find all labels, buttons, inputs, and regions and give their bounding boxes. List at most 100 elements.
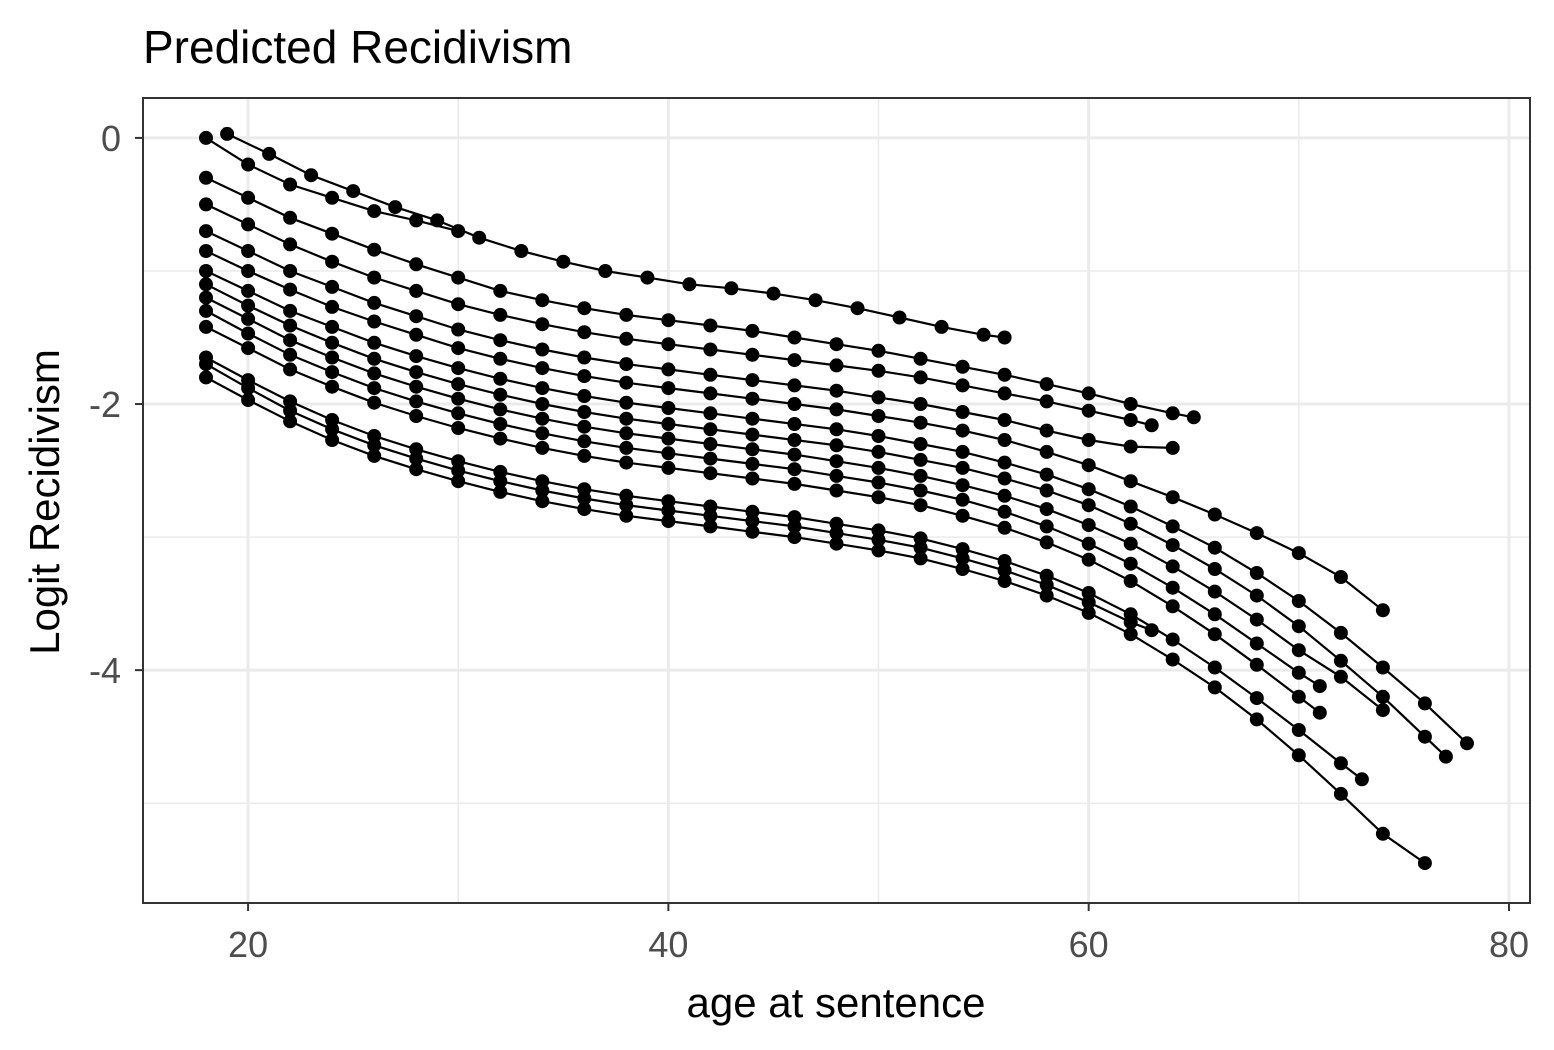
data-point — [1081, 518, 1096, 533]
data-point — [829, 536, 844, 551]
data-point — [1207, 607, 1222, 622]
series-line — [205, 325, 1321, 714]
data-point — [997, 488, 1012, 503]
data-point — [1375, 660, 1390, 675]
data-point — [829, 422, 844, 437]
data-point — [892, 310, 907, 325]
data-point — [829, 468, 844, 483]
data-point — [409, 213, 424, 228]
data-point — [997, 471, 1012, 486]
data-point — [1333, 570, 1348, 584]
data-point — [199, 130, 213, 145]
data-point — [1460, 736, 1474, 751]
data-point — [871, 363, 886, 378]
data-point — [1123, 474, 1138, 489]
data-point — [619, 395, 634, 410]
data-point — [451, 297, 466, 312]
data-point — [493, 307, 508, 322]
data-point — [787, 417, 802, 431]
data-point — [1123, 536, 1138, 551]
data-point — [1291, 689, 1306, 704]
data-point — [241, 393, 256, 407]
data-point — [934, 319, 949, 334]
data-point — [997, 455, 1012, 470]
series-7 — [199, 264, 1474, 751]
data-point — [367, 295, 382, 310]
data-point — [955, 405, 970, 419]
data-point — [1207, 562, 1222, 576]
series-4 — [199, 197, 1159, 433]
data-point — [451, 406, 466, 421]
data-point — [703, 519, 718, 534]
data-point — [661, 401, 676, 415]
data-point — [1039, 394, 1054, 409]
data-point — [1333, 756, 1348, 771]
data-point — [1291, 619, 1306, 634]
data-point — [451, 391, 466, 406]
data-point — [871, 429, 886, 443]
data-point — [745, 524, 760, 539]
data-point — [451, 322, 466, 337]
data-point — [1291, 723, 1306, 737]
data-point — [451, 361, 466, 376]
data-point — [199, 224, 213, 239]
data-point — [997, 574, 1012, 588]
data-point — [745, 411, 760, 426]
data-point — [367, 335, 382, 350]
data-point — [1249, 691, 1264, 706]
data-point — [619, 307, 634, 322]
data-point — [703, 342, 718, 357]
data-point — [1333, 669, 1348, 684]
data-point — [367, 242, 382, 257]
data-point — [955, 378, 970, 393]
panel-background — [143, 98, 1530, 903]
series-2 — [220, 126, 1012, 345]
data-point — [829, 483, 844, 498]
data-point — [346, 184, 361, 199]
y-axis-title: Logit Recidivism — [21, 349, 68, 655]
data-point — [367, 366, 382, 381]
data-point — [1144, 418, 1159, 433]
data-point — [871, 532, 886, 547]
series-line — [205, 203, 1152, 427]
data-point — [241, 190, 256, 205]
data-point — [262, 146, 277, 161]
data-point — [199, 244, 213, 258]
data-point — [955, 492, 970, 507]
data-point — [703, 386, 718, 401]
data-point — [913, 452, 928, 467]
data-point — [913, 483, 928, 498]
data-point — [745, 442, 760, 457]
data-point — [1165, 599, 1180, 614]
data-point — [325, 299, 340, 314]
data-point — [493, 333, 508, 348]
series-layer — [199, 126, 1474, 871]
data-point — [745, 456, 760, 471]
data-point — [535, 440, 550, 455]
data-point — [1354, 772, 1369, 787]
data-point — [829, 402, 844, 417]
data-point — [199, 290, 213, 305]
data-point — [703, 451, 718, 466]
data-point — [535, 426, 550, 441]
data-point — [1039, 578, 1054, 592]
data-point — [241, 283, 256, 298]
data-point — [325, 350, 340, 365]
data-point — [577, 325, 592, 340]
data-point — [661, 446, 676, 461]
data-point — [556, 254, 571, 269]
data-point — [577, 502, 592, 517]
data-point — [724, 281, 739, 296]
data-point — [535, 381, 550, 396]
data-point — [1039, 483, 1054, 498]
data-point — [997, 520, 1012, 535]
data-point — [661, 431, 676, 446]
data-point — [1123, 439, 1138, 454]
data-point — [304, 168, 319, 183]
data-point — [1375, 703, 1390, 718]
data-point — [409, 379, 424, 394]
data-point — [1123, 516, 1138, 531]
data-point — [1123, 627, 1138, 642]
plot-panel — [142, 97, 1531, 904]
